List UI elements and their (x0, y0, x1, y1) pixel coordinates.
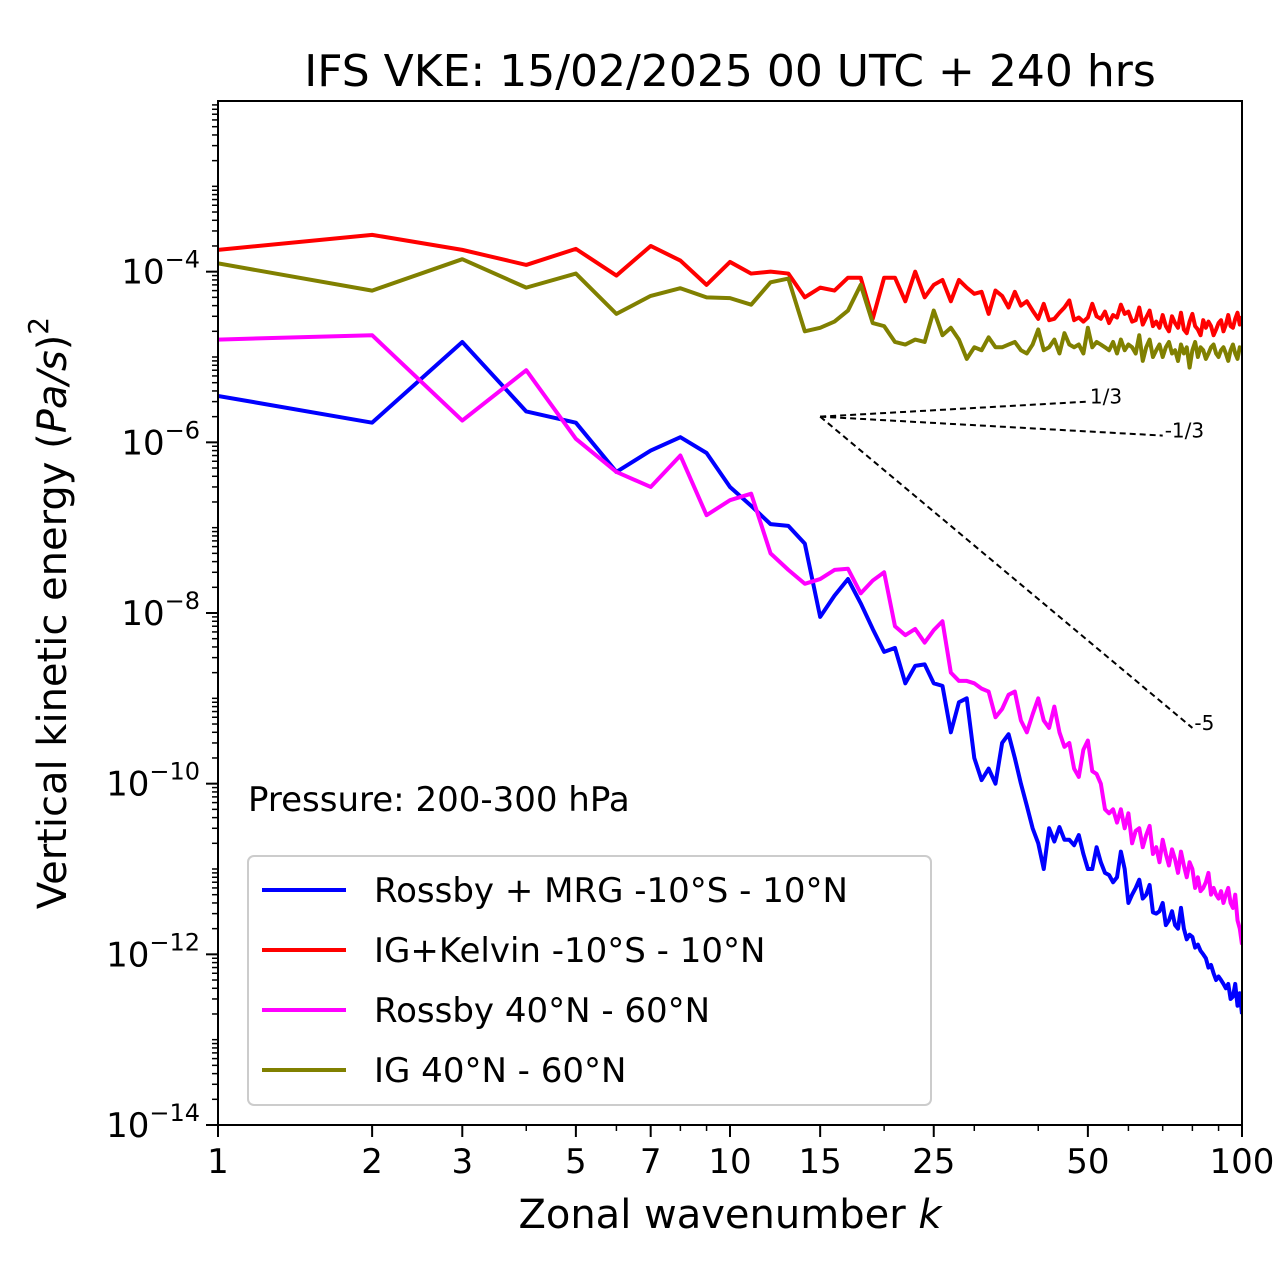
series-line-3 (218, 257, 1242, 370)
legend-label-2: Rossby 40°N - 60°N (374, 991, 710, 1031)
chart-title: IFS VKE: 15/02/2025 00 UTC + 240 hrs (304, 46, 1156, 97)
y-tick-label: 10−14 (106, 1099, 200, 1146)
x-tick-label: 1 (207, 1142, 229, 1182)
reference-line-label-0: 1/3 (1090, 385, 1122, 409)
x-axis-ticks: 1 2 3 5 7 10 15 25 50 100 (207, 1125, 1274, 1182)
reference-line-label-1: -1/3 (1165, 419, 1204, 443)
y-axis-label-superscript: 2 (22, 317, 55, 335)
y-axis-label-variable: Pa/s (30, 350, 76, 433)
x-tick-label: 2 (361, 1142, 383, 1182)
x-axis-label-variable: k (918, 1192, 943, 1238)
series-line-0 (218, 339, 1242, 1015)
x-tick-label: 50 (1066, 1142, 1109, 1182)
series-line-1 (218, 232, 1242, 338)
series-line-2 (218, 333, 1242, 945)
x-tick-label: 100 (1210, 1142, 1275, 1182)
reference-line-label-2: -5 (1194, 711, 1214, 735)
y-tick-label: 10−10 (106, 758, 200, 805)
reference-line-1 (820, 415, 1163, 437)
legend-label-0: Rossby + MRG -10°S - 10°N (374, 871, 848, 911)
y-axis-label-text: Vertical kinetic energy ( (30, 433, 76, 909)
legend: Rossby + MRG -10°S - 10°N IG+Kelvin -10°S… (247, 855, 932, 1106)
pressure-annotation: Pressure: 200-300 hPa (248, 780, 630, 820)
legend-entries: Rossby + MRG -10°S - 10°N IG+Kelvin -10°S… (262, 871, 848, 1091)
series-group (218, 232, 1242, 1015)
y-axis-label-close: ) (30, 335, 76, 351)
x-axis-label: Zonal wavenumber k (518, 1192, 943, 1238)
plot-area (218, 232, 1242, 1015)
y-tick-label: 10−12 (106, 928, 200, 975)
y-axis-label: Vertical kinetic energy (Pa/s)2 (22, 317, 76, 909)
y-tick-label: 10−4 (121, 246, 200, 293)
x-tick-label: 3 (451, 1142, 473, 1182)
x-tick-label: 7 (640, 1142, 662, 1182)
reference-line-2 (819, 415, 1194, 729)
legend-box (247, 855, 932, 1106)
x-tick-label: 15 (799, 1142, 842, 1182)
reference-lines (819, 400, 1194, 729)
legend-label-3: IG 40°N - 60°N (374, 1051, 626, 1091)
reference-line-0 (820, 400, 1088, 418)
y-tick-label: 10−6 (121, 416, 200, 463)
x-axis-label-text: Zonal wavenumber (518, 1192, 906, 1238)
x-tick-label: 5 (565, 1142, 587, 1182)
x-tick-label: 25 (912, 1142, 955, 1182)
x-tick-label: 10 (708, 1142, 751, 1182)
y-tick-label: 10−8 (121, 587, 200, 634)
legend-label-1: IG+Kelvin -10°S - 10°N (374, 931, 765, 971)
y-axis-ticks: 10−14 10−12 10−10 10−8 10−6 10−4 (106, 104, 218, 1146)
